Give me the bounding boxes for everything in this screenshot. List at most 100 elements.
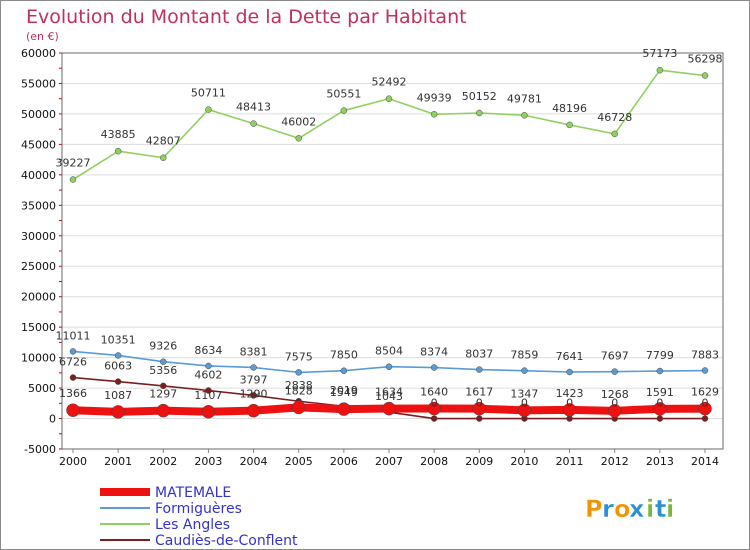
data-label: 11011 <box>56 329 91 342</box>
data-label: 1366 <box>59 387 87 400</box>
logo-letter: r <box>602 495 614 523</box>
data-point <box>385 363 393 370</box>
data-label: 1634 <box>375 386 403 399</box>
logo-letter: o <box>614 495 631 523</box>
data-point <box>250 392 257 399</box>
data-label: 48196 <box>552 102 587 115</box>
data-point <box>246 403 261 418</box>
data-label: 46002 <box>281 115 316 128</box>
data-label: 0 <box>476 397 483 410</box>
data-point <box>427 401 441 416</box>
data-point <box>476 415 483 422</box>
data-label: 8504 <box>375 345 403 358</box>
data-label: 0 <box>656 397 663 410</box>
x-tick-label: 2002 <box>149 455 177 468</box>
data-label: 10351 <box>101 333 136 346</box>
data-point <box>205 362 212 370</box>
data-point <box>114 147 122 155</box>
data-point <box>653 402 667 416</box>
data-label: 0 <box>431 397 438 410</box>
x-tick-label: 2001 <box>104 455 132 468</box>
data-point <box>521 112 528 119</box>
data-label: 1423 <box>556 387 584 400</box>
y-tick-label: 30000 <box>21 230 56 243</box>
x-tick-label: 2004 <box>240 455 268 468</box>
logo-letter: i <box>646 495 654 523</box>
series-matemale <box>66 400 712 419</box>
grid <box>62 52 723 450</box>
data-label: 0 <box>702 397 709 410</box>
logo-letter: P <box>585 495 603 523</box>
data-label: 49781 <box>507 92 542 105</box>
data-point <box>701 367 709 374</box>
data-label: 42807 <box>146 135 181 148</box>
data-label: 8381 <box>240 345 268 358</box>
data-point <box>156 403 171 418</box>
data-point <box>160 154 167 161</box>
data-label: 4602 <box>194 369 222 382</box>
data-label: 2019 <box>330 384 358 397</box>
data-point <box>566 121 573 129</box>
data-label: 7697 <box>601 350 629 363</box>
y-tick-label: 60000 <box>21 47 56 60</box>
data-label: 1087 <box>104 389 132 402</box>
data-label: 39227 <box>56 157 91 170</box>
data-label: 8374 <box>420 346 448 359</box>
data-label: 7883 <box>691 349 719 362</box>
data-point <box>340 107 348 114</box>
data-point <box>295 369 302 376</box>
data-label: 9326 <box>149 340 177 353</box>
x-tick-label: 2010 <box>510 455 538 468</box>
data-point <box>430 415 438 422</box>
data-label: 57173 <box>642 47 677 60</box>
chart-title: Evolution du Montant de la Dette par Hab… <box>26 6 467 28</box>
data-label: 48413 <box>236 101 271 114</box>
data-point <box>701 415 709 422</box>
legend-label: Formiguères <box>155 501 242 517</box>
data-labels: 39227 43885 42807 50711 48413 46002 50551 52492… <box>56 47 723 409</box>
series-les-angles <box>69 66 709 183</box>
y-tick-label: 10000 <box>21 352 56 365</box>
data-label: 2838 <box>285 379 313 392</box>
y-tick-label: 5000 <box>28 382 56 395</box>
data-label: 1828 <box>285 384 313 397</box>
data-point <box>517 403 532 418</box>
plot-frame <box>61 52 724 450</box>
logo-letter: t <box>655 495 666 523</box>
chart-subtitle: (en €) <box>26 30 59 43</box>
data-label: 7575 <box>285 350 313 363</box>
data-label: 1629 <box>691 386 719 399</box>
x-tick-label: 2014 <box>691 455 719 468</box>
data-point <box>611 368 618 375</box>
y-tick-label: 40000 <box>21 169 56 182</box>
data-label: 1347 <box>510 387 538 400</box>
x-tick-label: 2009 <box>465 455 493 468</box>
y-tick-label: 45000 <box>21 138 56 151</box>
data-point <box>291 400 306 415</box>
x-tick-label: 2011 <box>556 455 584 468</box>
data-label: 50152 <box>462 90 497 103</box>
data-label: 6063 <box>104 360 132 373</box>
y-tick-label: 55000 <box>21 77 56 90</box>
data-label: 0 <box>521 397 528 410</box>
data-label: 1640 <box>420 386 448 399</box>
data-label: 0 <box>566 397 573 410</box>
data-label: 7799 <box>646 349 674 362</box>
x-tick-label: 2006 <box>330 455 358 468</box>
x-tick-label: 2008 <box>420 455 448 468</box>
y-tick-label: 50000 <box>21 108 56 121</box>
data-label: 8037 <box>465 348 493 361</box>
data-point <box>111 405 125 419</box>
data-label: 50711 <box>191 87 226 100</box>
data-label: 6726 <box>59 356 87 369</box>
data-label: 7850 <box>330 349 358 362</box>
data-label: 3797 <box>240 373 268 386</box>
logo-letter: x <box>629 495 645 523</box>
data-point <box>385 95 393 102</box>
data-point <box>114 352 122 359</box>
data-point <box>340 367 348 374</box>
data-point <box>656 66 664 74</box>
data-label: 7641 <box>556 350 584 363</box>
y-tick-label: 35000 <box>21 199 56 212</box>
